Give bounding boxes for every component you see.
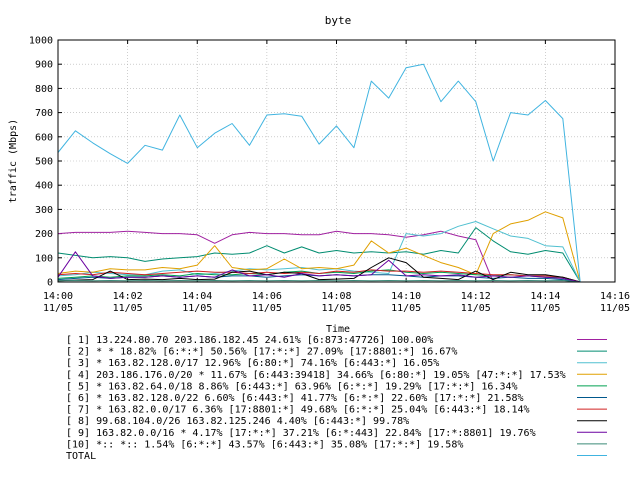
series-line-11 <box>57 63 581 283</box>
legend-entry-label: [ 1] 13.224.80.70 203.186.182.45 24.61% … <box>66 335 433 346</box>
x-axis-label: Time <box>326 324 350 335</box>
y-tick-label: 0 <box>47 278 53 289</box>
x-tick-label-time: 14:08 <box>321 291 351 302</box>
y-tick-label: 400 <box>35 181 53 192</box>
x-axis-ticks: 14:0011/0514:0211/0514:0411/0514:0611/05… <box>43 40 630 314</box>
x-tick-label-time: 14:16 <box>600 291 630 302</box>
x-tick-label-time: 14:12 <box>461 291 491 302</box>
y-tick-label: 1000 <box>29 36 53 47</box>
series-lines <box>57 63 581 283</box>
legend-entry-label: TOTAL <box>66 451 96 462</box>
series-line-4 <box>57 211 581 283</box>
series-line-7 <box>57 269 581 283</box>
y-tick-label: 100 <box>35 253 53 264</box>
y-tick-label: 300 <box>35 205 53 216</box>
series-line-2 <box>57 227 581 283</box>
plot-frame <box>57 39 616 283</box>
x-tick-label-time: 14:04 <box>182 291 212 302</box>
x-tick-label-time: 14:10 <box>391 291 421 302</box>
x-tick-label-date: 11/05 <box>321 303 351 314</box>
legend-entry-label: [ 2] * * 18.82% [6:*:*] 50.56% [17:*:*] … <box>66 347 457 358</box>
y-tick-label: 900 <box>35 60 53 71</box>
x-tick-label-date: 11/05 <box>530 303 560 314</box>
x-tick-label-date: 11/05 <box>391 303 421 314</box>
series-line-10 <box>57 280 581 283</box>
legend: [ 1] 13.224.80.70 203.186.182.45 24.61% … <box>66 335 607 462</box>
y-tick-label: 500 <box>35 157 53 168</box>
x-tick-label-date: 11/05 <box>252 303 282 314</box>
x-tick-label-time: 14:02 <box>113 291 143 302</box>
y-tick-label: 800 <box>35 84 53 95</box>
y-axis-label: traffic (Mbps) <box>8 119 19 203</box>
series-line-3 <box>57 221 581 283</box>
legend-entry-label: [10] *:: *:: 1.54% [6:*:*] 43.57% [6:443… <box>66 439 463 450</box>
legend-entry-label: [ 3] * 163.82.128.0/17 12.96% [6:80:*] 7… <box>66 358 439 369</box>
y-axis-ticks: 0 100 200 300 400 500 600 700 800 900 1000 <box>29 36 615 289</box>
legend-entry-label: [ 8] 99.68.104.0/26 163.82.125.246 4.40%… <box>66 416 409 427</box>
y-tick-label: 600 <box>35 132 53 143</box>
x-tick-label-date: 11/05 <box>182 303 212 314</box>
x-tick-label-date: 11/05 <box>600 303 630 314</box>
x-tick-label-time: 14:00 <box>43 291 73 302</box>
legend-entry-label: [ 4] 203.186.176.0/20 * 11.67% [6:443:39… <box>66 370 566 381</box>
x-tick-label-date: 11/05 <box>113 303 143 314</box>
grid <box>58 40 615 282</box>
legend-entry-label: [ 6] * 163.82.128.0/22 6.60% [6:443:*] 4… <box>66 393 524 404</box>
y-tick-label: 700 <box>35 108 53 119</box>
x-tick-label-date: 11/05 <box>43 303 73 314</box>
y-tick-label: 200 <box>35 229 53 240</box>
x-tick-label-time: 14:06 <box>252 291 282 302</box>
x-tick-label-date: 11/05 <box>461 303 491 314</box>
series-line-8 <box>57 257 581 283</box>
legend-entry-label: [ 5] * 163.82.64.0/18 8.86% [6:443:*] 63… <box>66 381 518 392</box>
legend-entry-label: [ 9] 163.82.0.0/16 * 4.17% [17:*:*] 37.2… <box>66 428 536 439</box>
x-tick-label-time: 14:14 <box>530 291 560 302</box>
chart-title: byte <box>325 14 352 27</box>
legend-entry-label: [ 7] * 163.82.0.0/17 6.36% [17:8801:*] 4… <box>66 405 530 416</box>
series-line-9 <box>57 251 581 283</box>
